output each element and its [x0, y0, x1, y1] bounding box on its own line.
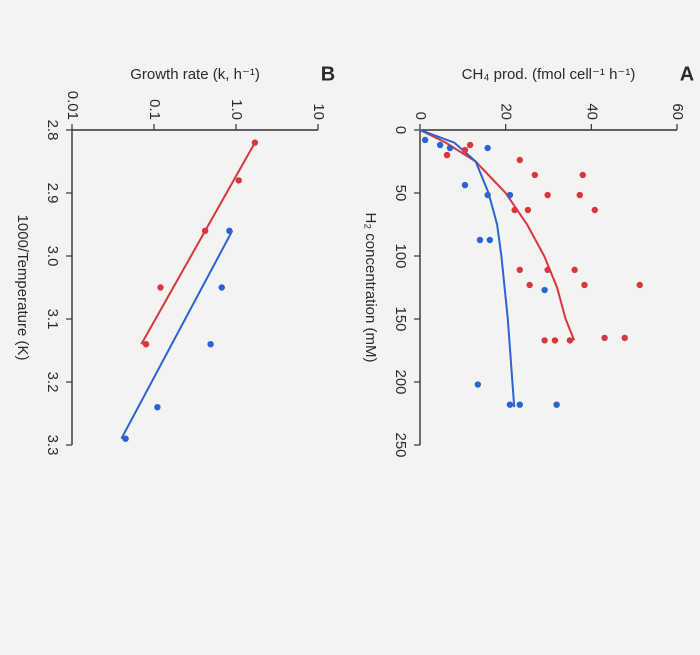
x-tick-label: 3.3 [44, 435, 61, 456]
data-point [446, 144, 454, 152]
data-point [506, 401, 514, 408]
y-tick-label: 40 [583, 103, 600, 120]
data-point [142, 341, 150, 348]
data-point [591, 206, 598, 214]
chart-panel: 2.8 2.9 3.0 3.1 3.2 3.3 0.01 0.1 1.0 10 1000/Tempe… [14, 63, 335, 455]
x-axis-label: 1000/Temperature (K) [14, 215, 31, 361]
x-tick-label: 2.9 [44, 183, 61, 204]
data-point [566, 337, 574, 344]
data-point [579, 171, 586, 179]
data-point [207, 341, 214, 348]
data-point [421, 136, 429, 144]
data-point [235, 177, 242, 184]
data-point [531, 171, 538, 179]
data-point [601, 334, 608, 342]
y-tick-label: 60 [669, 103, 686, 120]
data-point [476, 236, 484, 244]
data-point [466, 141, 474, 149]
chart-panel: 0 50 100 150 200 250 0 20 40 60 H₂ concentration (… [362, 63, 694, 457]
x-tick-label: 250 [392, 432, 409, 457]
data-point [526, 281, 533, 289]
x-tick-label: 0 [392, 126, 409, 134]
data-point [154, 404, 161, 411]
y-axis-label: CH₄ prod. (fmol cell⁻¹ h⁻¹) [462, 66, 636, 83]
data-point [506, 191, 514, 199]
data-point [576, 191, 583, 199]
data-point [484, 191, 491, 199]
data-point [218, 284, 225, 291]
y-tick-label: 10 [310, 103, 327, 120]
fit-line [140, 142, 256, 345]
data-point [544, 266, 551, 274]
data-point [201, 227, 209, 235]
data-point [251, 139, 259, 146]
data-point [544, 191, 551, 199]
data-point [474, 381, 482, 388]
panel-letter: B [321, 63, 335, 85]
data-point [621, 334, 628, 342]
x-tick-label: 2.8 [44, 120, 61, 141]
data-point [122, 435, 129, 442]
panel-letter: A [680, 63, 694, 85]
x-tick-label: 150 [392, 306, 409, 331]
data-point [516, 401, 524, 408]
data-point [541, 337, 548, 344]
y-tick-label: 0 [412, 112, 429, 120]
y-tick-label: 0.01 [64, 91, 81, 120]
data-point [484, 144, 491, 152]
data-point [461, 146, 469, 154]
data-point [516, 266, 524, 274]
data-point [551, 337, 559, 344]
x-tick-label: 3.1 [44, 309, 61, 330]
data-point [524, 206, 532, 214]
x-tick-label: 3.0 [44, 246, 61, 267]
y-tick-label: 0.1 [146, 99, 163, 120]
data-point [511, 206, 518, 214]
y-axis-label: Growth rate (k, h⁻¹) [130, 66, 260, 83]
data-point [636, 281, 643, 289]
data-point [486, 236, 494, 244]
data-point [157, 284, 164, 291]
fit-line [120, 230, 234, 440]
x-tick-label: 3.2 [44, 372, 61, 393]
data-point [516, 156, 524, 164]
fit-line [419, 129, 516, 408]
fit-line [419, 129, 576, 341]
data-point [581, 281, 588, 289]
data-point [571, 266, 578, 274]
y-tick-label: 20 [498, 103, 515, 120]
data-point [436, 141, 444, 149]
data-point [226, 227, 233, 235]
data-point [461, 181, 469, 189]
data-point [443, 151, 451, 159]
y-tick-label: 1.0 [228, 99, 245, 120]
x-tick-label: 100 [392, 243, 409, 268]
data-point [541, 286, 548, 294]
x-tick-label: 50 [392, 185, 409, 202]
x-tick-label: 200 [392, 369, 409, 394]
x-axis-label: H₂ concentration (mM) [362, 212, 379, 362]
data-point [553, 401, 560, 408]
